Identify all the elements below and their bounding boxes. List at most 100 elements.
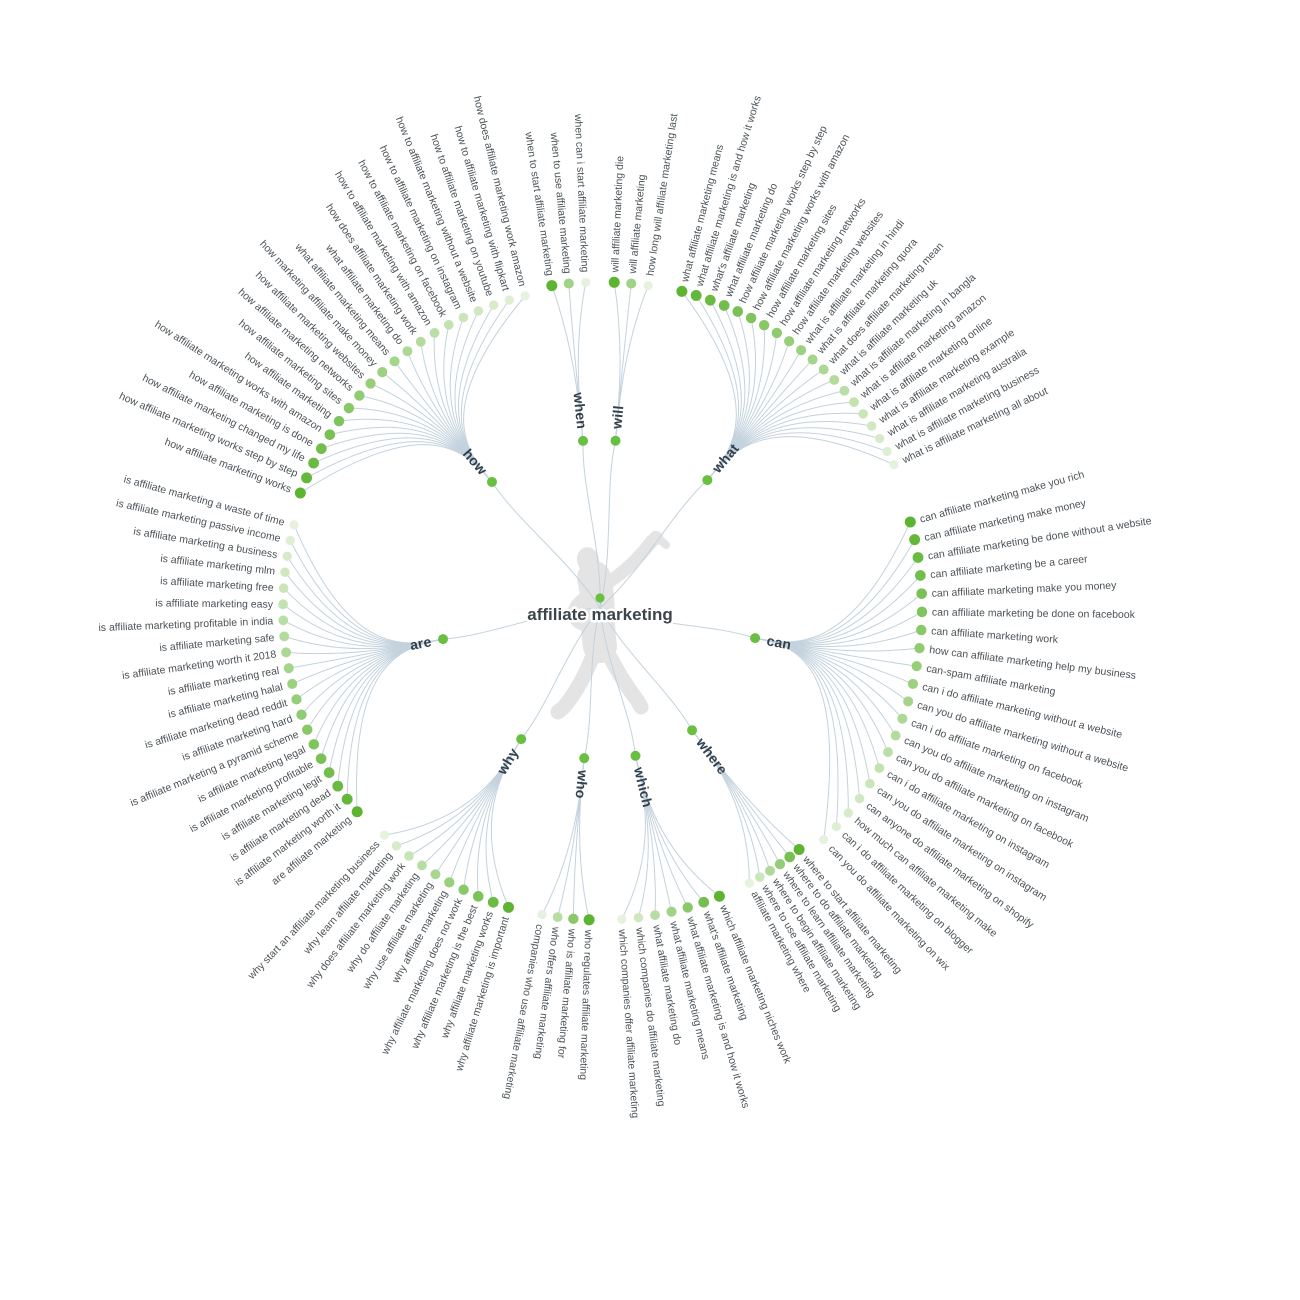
leaf-dot[interactable] — [444, 877, 455, 888]
leaf-dot[interactable] — [904, 516, 916, 528]
leaf-dot[interactable] — [858, 409, 868, 419]
leaf-dot[interactable] — [916, 624, 927, 636]
leaf-dot[interactable] — [831, 821, 842, 832]
leaf-dot[interactable] — [583, 914, 595, 926]
leaf-dot[interactable] — [865, 778, 875, 789]
leaf-dot[interactable] — [520, 291, 530, 301]
leaf-dot[interactable] — [402, 346, 413, 357]
leaf-dot[interactable] — [829, 374, 840, 385]
leaf-dot[interactable] — [365, 378, 376, 389]
leaf-dot[interactable] — [504, 295, 514, 305]
leaf-label[interactable]: who regulates affiliate marketing — [577, 929, 594, 1081]
leaf-dot[interactable] — [351, 806, 363, 818]
leaf-dot[interactable] — [889, 460, 899, 470]
leaf-label[interactable]: can affiliate marketing work — [931, 625, 1059, 646]
leaf-dot[interactable] — [755, 872, 765, 882]
leaf-dot[interactable] — [666, 906, 677, 917]
leaf-dot[interactable] — [546, 280, 558, 292]
leaf-dot[interactable] — [415, 336, 426, 347]
leaf-dot[interactable] — [608, 276, 620, 288]
branch-label-will[interactable]: will — [608, 405, 626, 431]
leaf-dot[interactable] — [430, 869, 441, 880]
leaf-dot[interactable] — [907, 678, 918, 689]
leaf-dot[interactable] — [563, 278, 574, 289]
leaf-dot[interactable] — [308, 739, 320, 750]
leaf-dot[interactable] — [488, 300, 499, 310]
leaf-dot[interactable] — [302, 724, 313, 735]
leaf-dot[interactable] — [784, 851, 795, 863]
leaf-dot[interactable] — [883, 747, 893, 757]
leaf-dot[interactable] — [581, 277, 591, 287]
leaf-dot[interactable] — [333, 415, 345, 427]
branch-label-why[interactable]: why — [493, 745, 522, 778]
branch-label-which[interactable]: which — [631, 765, 656, 809]
leaf-dot[interactable] — [774, 858, 786, 870]
leaf-label[interactable]: is affiliate marketing free — [160, 575, 274, 594]
leaf-dot[interactable] — [377, 367, 388, 378]
leaf-dot[interactable] — [698, 896, 710, 908]
leaf-dot[interactable] — [807, 354, 818, 365]
leaf-dot[interactable] — [866, 421, 877, 431]
branch-node-dot-where[interactable] — [687, 725, 698, 736]
leaf-dot[interactable] — [280, 567, 290, 577]
leaf-dot[interactable] — [676, 285, 688, 297]
leaf-label[interactable]: how long will affiliate marketing last — [644, 113, 680, 277]
leaf-dot[interactable] — [568, 913, 579, 925]
leaf-dot[interactable] — [909, 534, 921, 546]
leaf-dot[interactable] — [379, 830, 390, 840]
leaf-dot[interactable] — [285, 535, 295, 546]
leaf-dot[interactable] — [882, 446, 892, 457]
leaf-dot[interactable] — [650, 910, 660, 921]
leaf-dot[interactable] — [429, 328, 440, 338]
center-node-dot[interactable] — [595, 593, 605, 603]
branch-label-are[interactable]: are — [408, 633, 432, 653]
leaf-label[interactable]: will affiliate marketing — [627, 174, 649, 275]
leaf-dot[interactable] — [690, 290, 702, 301]
leaf-dot[interactable] — [916, 588, 927, 599]
branch-node-dot-when[interactable] — [578, 435, 589, 446]
leaf-dot[interactable] — [323, 767, 335, 778]
leaf-dot[interactable] — [289, 520, 299, 530]
leaf-dot[interactable] — [324, 429, 336, 440]
leaf-dot[interactable] — [874, 433, 885, 444]
leaf-dot[interactable] — [633, 912, 644, 923]
branch-node-dot-can[interactable] — [750, 633, 761, 644]
leaf-dot[interactable] — [732, 306, 744, 317]
branch-node-dot-what[interactable] — [702, 475, 713, 486]
leaf-dot[interactable] — [874, 763, 885, 773]
leaf-dot[interactable] — [389, 356, 400, 367]
leaf-dot[interactable] — [354, 390, 365, 401]
leaf-dot[interactable] — [890, 730, 901, 741]
leaf-dot[interactable] — [903, 696, 914, 707]
leaf-label[interactable]: can affiliate marketing be done on faceb… — [932, 607, 1136, 621]
leaf-dot[interactable] — [472, 891, 484, 902]
leaf-dot[interactable] — [843, 808, 854, 818]
branch-node-dot-will[interactable] — [610, 435, 621, 446]
leaf-dot[interactable] — [282, 551, 292, 561]
leaf-label[interactable]: can affiliate marketing be done without … — [927, 515, 1153, 562]
leaf-dot[interactable] — [793, 844, 805, 856]
leaf-dot[interactable] — [308, 457, 319, 469]
leaf-dot[interactable] — [897, 713, 908, 724]
branch-label-who[interactable]: who — [572, 768, 591, 799]
leaf-dot[interactable] — [912, 552, 924, 563]
leaf-dot[interactable] — [839, 385, 850, 396]
branch-node-dot-why[interactable] — [516, 734, 527, 745]
leaf-dot[interactable] — [914, 642, 925, 654]
leaf-dot[interactable] — [332, 780, 344, 792]
leaf-dot[interactable] — [278, 583, 289, 594]
leaf-dot[interactable] — [911, 660, 922, 672]
leaf-dot[interactable] — [278, 615, 289, 626]
branch-label-where[interactable]: where — [693, 734, 731, 778]
leaf-dot[interactable] — [718, 300, 730, 311]
leaf-dot[interactable] — [315, 443, 327, 455]
leaf-label[interactable]: will affiliate marketing die — [609, 156, 626, 274]
leaf-dot[interactable] — [281, 647, 292, 658]
leaf-dot[interactable] — [487, 896, 499, 908]
leaf-label[interactable]: is affiliate marketing profitable in ind… — [98, 615, 273, 634]
leaf-dot[interactable] — [458, 312, 469, 323]
leaf-dot[interactable] — [849, 397, 859, 407]
leaf-dot[interactable] — [765, 865, 775, 876]
leaf-dot[interactable] — [283, 663, 294, 674]
leaf-dot[interactable] — [854, 793, 865, 804]
